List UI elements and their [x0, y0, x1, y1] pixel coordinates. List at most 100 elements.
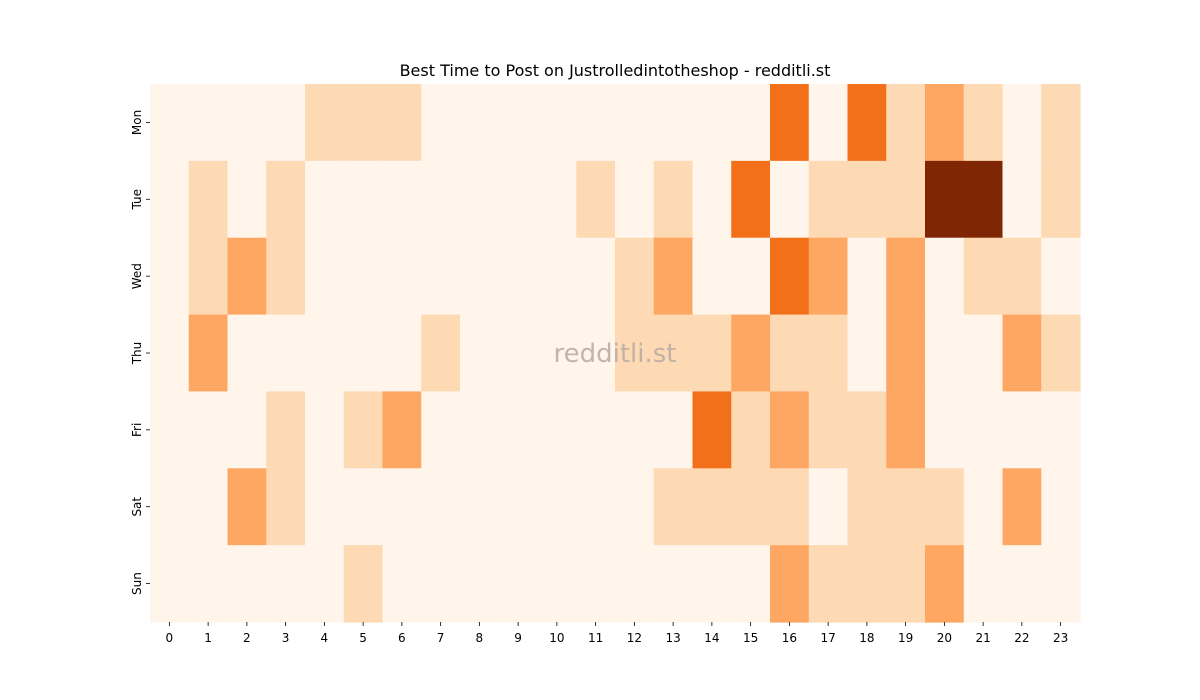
heatmap-cell-tue-11	[576, 160, 616, 239]
x-tick-label: 15	[743, 631, 758, 645]
heatmap-cell-sun-4	[305, 545, 345, 623]
x-tick-label: 4	[321, 631, 329, 645]
heatmap-cell-sat-11	[576, 468, 616, 546]
heatmap-cell-sun-13	[653, 545, 694, 623]
heatmap-cell-sat-21	[963, 468, 1004, 546]
heatmap-cell-tue-19	[886, 160, 926, 239]
heatmap-cell-fri-18	[847, 391, 887, 469]
x-tick-label: 1	[204, 631, 212, 645]
heatmap-cell-tue-22	[1002, 160, 1042, 239]
heatmap-cell-sat-17	[808, 468, 849, 546]
heatmap-cell-tue-20	[925, 160, 965, 239]
heatmap-cell-mon-10	[537, 84, 577, 162]
heatmap-cell-sun-19	[886, 545, 926, 623]
x-tick-label: 0	[166, 631, 174, 645]
heatmap-cell-tue-18	[847, 160, 887, 239]
heatmap-cell-tue-16	[770, 160, 810, 239]
heatmap-cell-thu-5	[343, 314, 384, 393]
heatmap-cell-wed-2	[227, 237, 267, 316]
heatmap-cell-mon-15	[731, 84, 771, 162]
x-tick-label: 10	[549, 631, 564, 645]
heatmap-cell-sat-1	[188, 468, 229, 546]
heatmap-cell-sat-3	[266, 468, 306, 546]
heatmap-cell-fri-14	[692, 391, 732, 469]
heatmap-cell-sun-7	[421, 545, 461, 623]
heatmap-cell-thu-21	[963, 314, 1004, 393]
x-tick-label: 6	[398, 631, 406, 645]
heatmap-cell-mon-23	[1041, 84, 1081, 162]
heatmap-cell-fri-13	[653, 391, 694, 469]
heatmap-cell-wed-16	[770, 237, 810, 316]
heatmap-cell-thu-4	[305, 314, 345, 393]
heatmap-cell-wed-14	[692, 237, 732, 316]
heatmap-cells	[150, 84, 1081, 623]
heatmap-cell-tue-6	[382, 160, 422, 239]
heatmap-cell-tue-0	[150, 160, 190, 239]
heatmap-cell-mon-9	[498, 84, 539, 162]
y-axis: Mon Tue Wed Thu Fri Sat Sun	[130, 110, 150, 595]
heatmap-cell-sat-5	[343, 468, 384, 546]
heatmap-cell-sat-0	[150, 468, 190, 546]
heatmap-cell-sat-6	[382, 468, 422, 546]
heatmap-cell-wed-6	[382, 237, 422, 316]
x-tick-label: 8	[476, 631, 484, 645]
heatmap-cell-fri-4	[305, 391, 345, 469]
heatmap-cell-sat-23	[1041, 468, 1081, 546]
heatmap-cell-mon-14	[692, 84, 732, 162]
x-tick-label: 17	[820, 631, 835, 645]
x-tick-label: 20	[937, 631, 952, 645]
heatmap-cell-sun-22	[1002, 545, 1042, 623]
heatmap-cell-wed-7	[421, 237, 461, 316]
heatmap-cell-tue-2	[227, 160, 267, 239]
heatmap-cell-wed-23	[1041, 237, 1081, 316]
heatmap-cell-thu-14	[692, 314, 732, 393]
heatmap-cell-fri-21	[963, 391, 1004, 469]
heatmap-cell-wed-1	[188, 237, 229, 316]
heatmap-cell-mon-13	[653, 84, 694, 162]
heatmap-cell-sat-19	[886, 468, 926, 546]
heatmap-cell-wed-11	[576, 237, 616, 316]
x-tick-label: 12	[627, 631, 642, 645]
heatmap-cell-tue-17	[808, 160, 849, 239]
heatmap-cell-sat-13	[653, 468, 694, 546]
heatmap-cell-tue-4	[305, 160, 345, 239]
heatmap-cell-fri-1	[188, 391, 229, 469]
y-tick-label: Mon	[130, 110, 144, 135]
heatmap-cell-tue-1	[188, 160, 229, 239]
heatmap-cell-fri-15	[731, 391, 771, 469]
heatmap-cell-tue-3	[266, 160, 306, 239]
x-tick-label: 9	[514, 631, 522, 645]
heatmap-cell-sun-3	[266, 545, 306, 623]
heatmap-cell-thu-17	[808, 314, 849, 393]
heatmap-cell-mon-6	[382, 84, 422, 162]
heatmap-cell-thu-18	[847, 314, 887, 393]
heatmap-cell-sun-9	[498, 545, 539, 623]
heatmap-cell-fri-19	[886, 391, 926, 469]
heatmap-cell-fri-20	[925, 391, 965, 469]
x-tick-label: 7	[437, 631, 445, 645]
x-tick-label: 22	[1014, 631, 1029, 645]
heatmap-cell-tue-14	[692, 160, 732, 239]
x-axis: 0 1 2 3 4 5 6 7 8 9 10 11 12 13 14 15 16 17 18 19 20 21 22 23	[166, 622, 1068, 645]
heatmap-cell-fri-22	[1002, 391, 1042, 469]
heatmap-cell-thu-1	[188, 314, 229, 393]
heatmap-cell-thu-2	[227, 314, 267, 393]
heatmap-cell-mon-18	[847, 84, 887, 162]
heatmap-cell-mon-3	[266, 84, 306, 162]
heatmap-cell-sun-20	[925, 545, 965, 623]
heatmap-cell-sun-16	[770, 545, 810, 623]
heatmap-cell-mon-7	[421, 84, 461, 162]
heatmap-cell-sat-12	[615, 468, 655, 546]
x-tick-label: 16	[782, 631, 797, 645]
heatmap-cell-sat-10	[537, 468, 577, 546]
heatmap-cell-tue-13	[653, 160, 694, 239]
heatmap-cell-mon-16	[770, 84, 810, 162]
heatmap-cell-sun-21	[963, 545, 1004, 623]
x-tick-label: 11	[588, 631, 603, 645]
heatmap-cell-mon-22	[1002, 84, 1042, 162]
x-tick-label: 14	[704, 631, 719, 645]
heatmap-cell-fri-7	[421, 391, 461, 469]
heatmap-cell-fri-5	[343, 391, 384, 469]
heatmap-cell-thu-11	[576, 314, 616, 393]
